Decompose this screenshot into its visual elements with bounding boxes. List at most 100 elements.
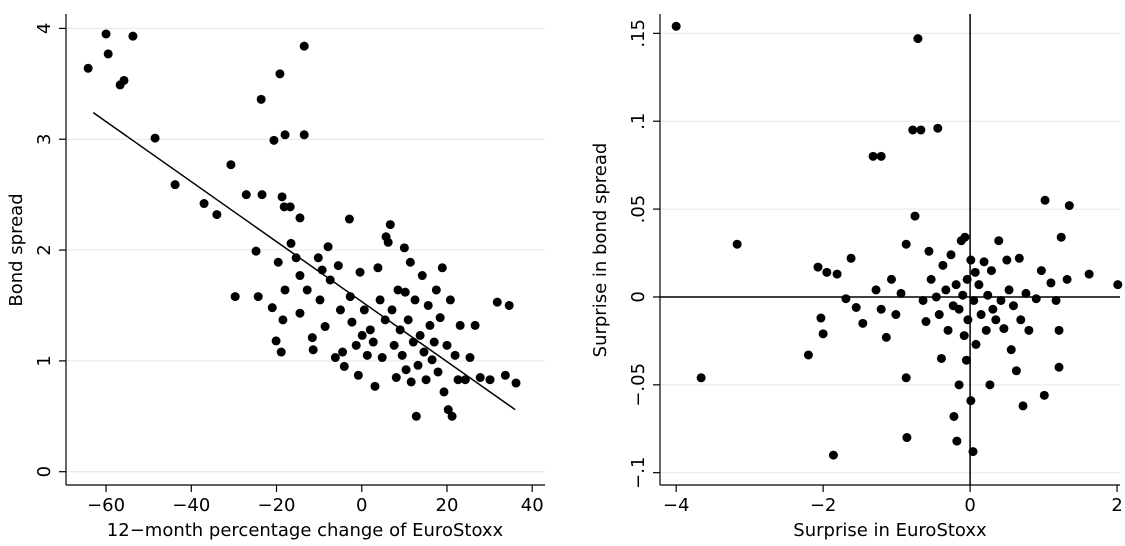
point bbox=[271, 336, 281, 346]
point bbox=[994, 236, 1004, 246]
point bbox=[373, 263, 383, 273]
point bbox=[406, 377, 416, 387]
point bbox=[345, 292, 355, 302]
point bbox=[696, 373, 706, 383]
point bbox=[1054, 325, 1064, 335]
y-tick-label: .1 bbox=[628, 113, 649, 130]
point bbox=[353, 370, 363, 380]
point bbox=[976, 310, 986, 320]
point bbox=[401, 365, 411, 375]
point bbox=[295, 308, 305, 318]
point bbox=[276, 347, 286, 357]
point bbox=[881, 332, 891, 342]
point bbox=[966, 396, 976, 406]
point bbox=[405, 257, 415, 267]
y-tick-label: 0 bbox=[628, 291, 649, 302]
point bbox=[986, 266, 996, 276]
point bbox=[952, 436, 962, 446]
point bbox=[732, 239, 742, 249]
point bbox=[450, 350, 460, 360]
point bbox=[962, 274, 972, 284]
y-tick-label: −.05 bbox=[628, 363, 649, 407]
point bbox=[347, 317, 357, 327]
point bbox=[253, 292, 263, 302]
y-tick-label: 4 bbox=[34, 23, 55, 34]
point bbox=[419, 347, 429, 357]
point bbox=[317, 265, 327, 275]
point bbox=[267, 303, 277, 313]
point bbox=[951, 280, 961, 290]
point bbox=[926, 274, 936, 284]
point bbox=[302, 285, 312, 295]
point bbox=[455, 320, 465, 330]
point bbox=[389, 340, 399, 350]
point bbox=[1056, 232, 1066, 242]
point bbox=[128, 31, 138, 41]
point bbox=[1113, 280, 1123, 290]
point bbox=[285, 202, 295, 212]
point bbox=[511, 378, 521, 388]
point bbox=[338, 347, 348, 357]
point bbox=[902, 433, 912, 443]
point bbox=[170, 180, 180, 190]
point bbox=[671, 21, 681, 31]
point bbox=[924, 246, 934, 256]
point bbox=[383, 237, 393, 247]
x-tick-label: 40 bbox=[521, 495, 544, 516]
point bbox=[818, 329, 828, 339]
point bbox=[996, 295, 1006, 305]
point bbox=[1008, 301, 1018, 311]
point bbox=[983, 290, 993, 300]
y-tick-label: 0 bbox=[34, 466, 55, 477]
y-tick-label: 3 bbox=[34, 134, 55, 145]
point bbox=[485, 375, 495, 385]
point bbox=[256, 94, 266, 104]
point bbox=[938, 260, 948, 270]
point bbox=[431, 285, 441, 295]
point bbox=[908, 125, 918, 135]
point bbox=[1006, 345, 1016, 355]
y-tick-label: 1 bbox=[34, 355, 55, 366]
point bbox=[936, 353, 946, 363]
point bbox=[946, 250, 956, 260]
point bbox=[395, 325, 405, 335]
point bbox=[443, 405, 453, 415]
point bbox=[344, 214, 354, 224]
point bbox=[475, 373, 485, 383]
y-tick-label: .15 bbox=[628, 19, 649, 48]
point bbox=[320, 322, 330, 332]
point bbox=[934, 310, 944, 320]
point bbox=[822, 267, 832, 277]
point bbox=[362, 350, 372, 360]
x-tick-label: 2 bbox=[1111, 495, 1122, 516]
point bbox=[442, 340, 452, 350]
point bbox=[1014, 253, 1024, 263]
point bbox=[941, 285, 951, 295]
point bbox=[359, 305, 369, 315]
y-axis-title: Bond spread bbox=[6, 193, 27, 306]
point bbox=[212, 210, 222, 220]
point bbox=[465, 353, 475, 363]
point bbox=[339, 361, 349, 371]
point bbox=[380, 315, 390, 325]
point bbox=[1084, 269, 1094, 279]
point bbox=[377, 353, 387, 363]
point bbox=[966, 255, 976, 265]
point bbox=[981, 325, 991, 335]
point bbox=[470, 320, 480, 330]
point bbox=[368, 337, 378, 347]
point bbox=[858, 318, 868, 328]
point bbox=[1046, 278, 1056, 288]
point bbox=[1054, 362, 1064, 372]
x-tick-label: −20 bbox=[258, 495, 296, 516]
point bbox=[119, 75, 129, 85]
point bbox=[979, 257, 989, 267]
point bbox=[999, 324, 1009, 334]
point bbox=[1064, 201, 1074, 211]
y-tick-label: −.1 bbox=[628, 457, 649, 489]
point bbox=[295, 213, 305, 223]
y-axis-title: Surprise in bond spread bbox=[590, 143, 611, 358]
point bbox=[913, 34, 923, 44]
point bbox=[828, 450, 838, 460]
point bbox=[445, 295, 455, 305]
